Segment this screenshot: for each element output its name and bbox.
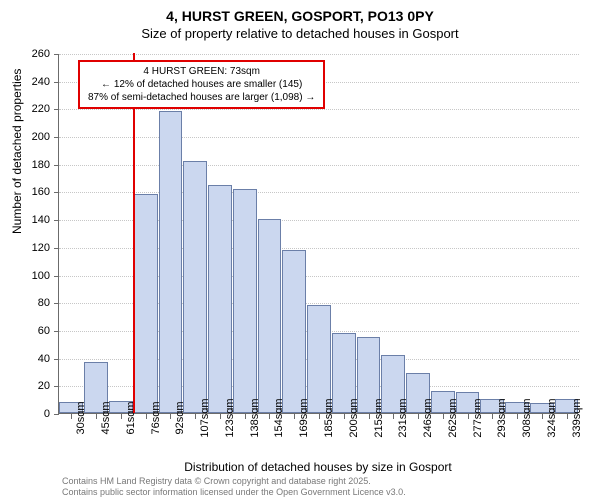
y-tick-label: 240 (0, 76, 50, 88)
x-tick (245, 414, 246, 419)
x-tick (393, 414, 394, 419)
x-tick (294, 414, 295, 419)
chart-title-sub: Size of property relative to detached ho… (10, 26, 590, 41)
histogram-bar (258, 219, 282, 413)
y-tick-label: 60 (0, 325, 50, 337)
x-tick-label: 339sqm (571, 398, 583, 437)
y-tick-label: 20 (0, 380, 50, 392)
y-tick (54, 220, 59, 221)
y-tick-label: 100 (0, 270, 50, 282)
histogram-bar (282, 250, 306, 413)
histogram-bar (208, 185, 232, 413)
y-tick-label: 0 (0, 408, 50, 420)
footer-attribution: Contains HM Land Registry data © Crown c… (62, 476, 406, 498)
x-tick (220, 414, 221, 419)
x-tick (492, 414, 493, 419)
x-tick (418, 414, 419, 419)
x-axis-title: Distribution of detached houses by size … (58, 460, 578, 474)
x-tick (517, 414, 518, 419)
x-tick (344, 414, 345, 419)
x-tick (71, 414, 72, 419)
x-tick (468, 414, 469, 419)
x-tick (195, 414, 196, 419)
x-tick (319, 414, 320, 419)
y-axis-title: Number of detached properties (10, 69, 24, 234)
y-tick (54, 303, 59, 304)
y-tick (54, 109, 59, 110)
annotation-box: 4 HURST GREEN: 73sqm ← 12% of detached h… (78, 60, 325, 109)
x-tick (96, 414, 97, 419)
y-tick-label: 40 (0, 353, 50, 365)
annotation-line3: 87% of semi-detached houses are larger (… (88, 91, 315, 104)
y-tick-label: 160 (0, 186, 50, 198)
y-tick (54, 82, 59, 83)
gridline (59, 54, 579, 55)
y-tick-label: 120 (0, 242, 50, 254)
y-tick (54, 165, 59, 166)
histogram-bar (307, 305, 331, 413)
y-tick (54, 192, 59, 193)
gridline (59, 109, 579, 110)
y-tick-label: 140 (0, 214, 50, 226)
histogram-bar (134, 194, 158, 413)
y-tick (54, 276, 59, 277)
chart-plot-area: 30sqm45sqm61sqm76sqm92sqm107sqm123sqm138… (58, 54, 578, 414)
histogram-bar (233, 189, 257, 413)
y-tick-label: 260 (0, 48, 50, 60)
footer-line1: Contains HM Land Registry data © Crown c… (62, 476, 406, 487)
y-tick (54, 54, 59, 55)
y-tick (54, 414, 59, 415)
x-tick (121, 414, 122, 419)
chart-title-block: 4, HURST GREEN, GOSPORT, PO13 0PY Size o… (0, 0, 600, 45)
y-tick (54, 386, 59, 387)
x-tick (567, 414, 568, 419)
annotation-line1: 4 HURST GREEN: 73sqm (88, 65, 315, 78)
y-tick (54, 331, 59, 332)
x-tick (170, 414, 171, 419)
chart-title-main: 4, HURST GREEN, GOSPORT, PO13 0PY (10, 8, 590, 24)
gridline (59, 165, 579, 166)
y-tick-label: 80 (0, 297, 50, 309)
y-tick-label: 180 (0, 159, 50, 171)
y-tick (54, 137, 59, 138)
x-tick (269, 414, 270, 419)
annotation-line2: ← 12% of detached houses are smaller (14… (88, 78, 315, 91)
gridline (59, 137, 579, 138)
x-tick (146, 414, 147, 419)
histogram-bar (159, 111, 183, 413)
y-tick (54, 248, 59, 249)
footer-line2: Contains public sector information licen… (62, 487, 406, 498)
x-tick (369, 414, 370, 419)
y-tick-label: 200 (0, 131, 50, 143)
x-tick (542, 414, 543, 419)
histogram-bar (183, 161, 207, 413)
y-tick-label: 220 (0, 103, 50, 115)
x-tick (443, 414, 444, 419)
y-tick (54, 359, 59, 360)
